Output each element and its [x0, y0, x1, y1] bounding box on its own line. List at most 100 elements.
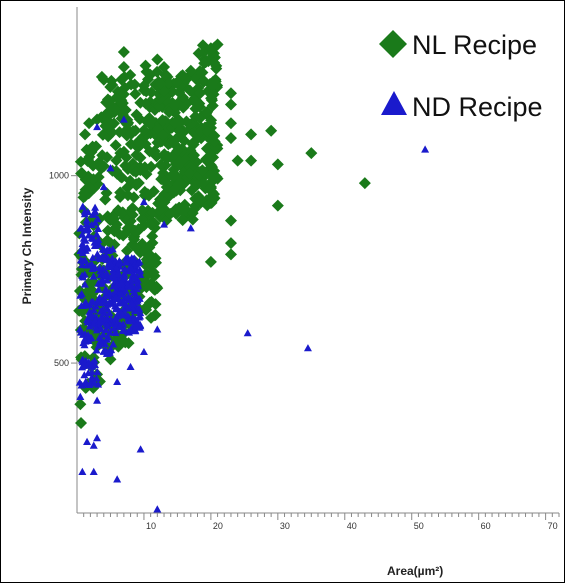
data-point-diamond: [205, 196, 218, 209]
data-point-triangle: [130, 288, 139, 297]
data-point-diamond: [183, 167, 196, 180]
data-point-diamond: [184, 64, 197, 77]
data-point-triangle: [95, 263, 104, 271]
data-point-diamond: [145, 86, 158, 99]
data-point-diamond: [129, 87, 142, 100]
data-point-triangle: [78, 260, 87, 269]
data-point-triangle: [89, 306, 98, 314]
data-point-diamond: [79, 183, 92, 196]
data-point-diamond: [127, 191, 140, 204]
x-tick-label: 50: [414, 521, 424, 531]
data-point-diamond: [154, 196, 167, 209]
data-point-triangle: [135, 294, 144, 302]
data-point-diamond: [157, 129, 170, 142]
data-point-diamond: [104, 98, 117, 111]
data-point-triangle: [102, 314, 111, 322]
data-point-diamond: [156, 113, 169, 126]
data-point-diamond: [137, 124, 150, 137]
data-point-triangle: [85, 380, 94, 388]
data-point-diamond: [193, 65, 206, 78]
data-point-triangle: [105, 297, 114, 305]
data-point-diamond: [124, 69, 137, 82]
data-point-triangle: [90, 379, 99, 387]
data-point-triangle: [89, 467, 98, 475]
data-point-triangle: [101, 340, 110, 348]
data-point-triangle: [93, 215, 102, 223]
data-point-triangle: [89, 272, 98, 280]
data-point-diamond: [208, 129, 221, 142]
data-point-diamond: [169, 133, 182, 146]
data-point-triangle: [76, 246, 85, 254]
data-point-triangle: [89, 441, 98, 449]
data-point-triangle: [139, 347, 148, 356]
data-point-triangle: [96, 314, 105, 322]
data-point-diamond: [128, 78, 141, 91]
legend-item-nl-recipe: NL Recipe: [379, 30, 537, 60]
data-point-triangle: [92, 346, 101, 354]
data-point-diamond: [107, 117, 120, 130]
data-point-triangle: [92, 302, 101, 310]
data-point-triangle: [101, 285, 110, 293]
data-point-triangle: [243, 329, 252, 337]
data-point-triangle: [122, 257, 131, 266]
data-point-triangle: [114, 259, 123, 267]
data-point-diamond: [224, 237, 237, 250]
data-point-triangle: [92, 230, 101, 238]
nl-recipe-points: [73, 38, 371, 430]
data-point-triangle: [127, 299, 136, 307]
data-point-diamond: [206, 161, 219, 174]
data-point-diamond: [91, 113, 104, 126]
data-point-diamond: [166, 169, 179, 182]
data-point-triangle: [125, 317, 134, 325]
data-point-triangle: [93, 122, 102, 131]
data-point-triangle: [83, 244, 92, 252]
data-point-triangle: [77, 381, 86, 389]
data-point-triangle: [88, 253, 97, 261]
data-point-diamond: [187, 149, 200, 162]
data-point-diamond: [151, 282, 164, 295]
data-point-triangle: [80, 371, 89, 379]
data-point-triangle: [82, 301, 91, 309]
data-point-triangle: [87, 220, 96, 229]
x-tick-label: 60: [481, 521, 491, 531]
data-point-triangle: [124, 313, 133, 321]
data-point-triangle: [153, 325, 162, 333]
data-point-diamond: [208, 56, 221, 69]
data-point-triangle: [76, 256, 85, 264]
data-point-diamond: [143, 145, 156, 158]
data-point-diamond: [171, 144, 184, 157]
data-point-triangle: [130, 306, 139, 315]
data-point-diamond: [147, 185, 160, 198]
data-point-triangle: [103, 245, 112, 254]
data-point-triangle: [130, 272, 139, 280]
data-point-diamond: [162, 76, 175, 89]
data-point-triangle: [119, 298, 128, 306]
data-point-diamond: [204, 180, 217, 193]
data-point-diamond: [115, 73, 128, 86]
data-point-diamond: [79, 128, 92, 141]
data-point-diamond: [86, 285, 99, 298]
data-point-diamond: [130, 108, 143, 121]
data-point-diamond: [97, 73, 110, 86]
data-point-triangle: [132, 284, 141, 293]
data-point-diamond: [168, 99, 181, 112]
data-point-diamond: [117, 60, 130, 73]
data-point-diamond: [204, 117, 217, 130]
data-point-triangle: [106, 164, 115, 172]
data-point-triangle: [134, 304, 143, 312]
x-tick-label: 40: [347, 521, 357, 531]
data-point-triangle: [106, 259, 115, 267]
data-point-triangle: [124, 304, 133, 312]
data-point-triangle: [133, 279, 142, 287]
y-tick-label: 1000: [49, 171, 69, 181]
data-point-triangle: [99, 330, 108, 338]
data-point-triangle: [127, 254, 136, 262]
data-point-diamond: [158, 175, 171, 188]
data-point-diamond: [173, 124, 186, 137]
data-point-triangle: [135, 257, 144, 265]
data-point-triangle: [119, 272, 128, 280]
data-point-diamond: [245, 128, 258, 141]
data-point-triangle: [136, 445, 145, 453]
data-point-diamond: [115, 207, 128, 220]
